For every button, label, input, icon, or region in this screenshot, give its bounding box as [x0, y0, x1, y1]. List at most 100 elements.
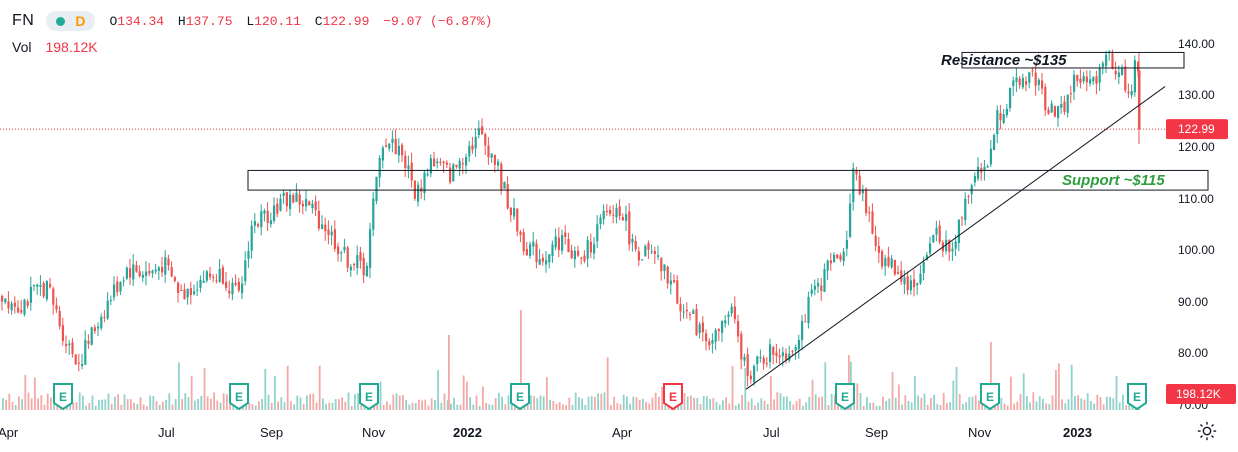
volume-bar	[437, 369, 439, 410]
candle-body	[244, 260, 247, 282]
volume-bar	[162, 401, 164, 410]
volume-bar	[466, 381, 468, 410]
candle-body	[602, 210, 605, 220]
candle-body	[77, 362, 80, 364]
candle-body	[538, 259, 541, 265]
earnings-marker-icon[interactable]: E	[1127, 383, 1147, 411]
earnings-marker-shape	[229, 383, 249, 411]
support-label: Support ~$115	[1062, 172, 1165, 189]
candle-body	[810, 289, 813, 294]
volume-bar	[712, 398, 715, 410]
candle-body	[7, 301, 10, 309]
earnings-marker-icon[interactable]: E	[229, 383, 249, 411]
candle-body	[157, 267, 160, 271]
last-price-label: 122.99	[1178, 122, 1215, 136]
earnings-marker-shape	[359, 383, 379, 411]
volume-bar	[888, 398, 891, 410]
candle-body	[433, 158, 436, 167]
candle-body	[737, 321, 740, 337]
candle-body	[842, 251, 845, 262]
candle-body	[967, 195, 970, 197]
candle-body	[17, 307, 20, 313]
candle-body	[570, 250, 573, 258]
volume-bar	[261, 399, 263, 410]
candle-body	[1089, 79, 1092, 84]
symbol-name[interactable]: FN	[12, 12, 35, 29]
volume-bar	[213, 392, 215, 410]
x-axis-tick-label: Nov	[362, 425, 386, 440]
candle-body	[109, 300, 112, 302]
candle-body	[506, 184, 509, 209]
candle-body	[714, 330, 717, 342]
earnings-marker-icon[interactable]: E	[980, 383, 1000, 411]
candle-body	[247, 250, 250, 259]
earnings-marker-icon[interactable]: E	[359, 383, 379, 411]
volume-bar	[494, 398, 497, 410]
volume-bar	[971, 396, 974, 410]
settings-gear-icon[interactable]	[1196, 420, 1218, 442]
candle-body	[1130, 90, 1133, 96]
volume-bar	[920, 397, 923, 410]
ohlc-values: O134.34 H137.75 L120.11 C122.99 −9.07 (−…	[109, 14, 498, 29]
candle-body	[13, 302, 16, 307]
candle-body	[628, 211, 631, 245]
candle-body	[474, 136, 477, 149]
volume-bar	[933, 394, 935, 410]
candle-body	[983, 166, 986, 171]
candle-body	[535, 243, 538, 263]
earnings-marker-icon[interactable]: E	[835, 383, 855, 411]
candle-body	[148, 270, 151, 274]
y-axis-tick-label: 110.00	[1178, 192, 1214, 206]
candle-body	[1021, 77, 1024, 88]
candle-body	[324, 224, 327, 232]
volume-bar	[946, 403, 948, 410]
candle-body	[820, 285, 823, 292]
candle-body	[68, 343, 71, 346]
volume-bar	[88, 402, 91, 410]
candle-body	[23, 299, 26, 315]
volume-bar	[875, 405, 878, 410]
support-zone	[247, 169, 1209, 191]
candle-body	[641, 259, 644, 261]
earnings-marker-icon[interactable]: E	[53, 383, 73, 411]
candle-body	[253, 221, 256, 226]
volume-bar	[821, 396, 823, 410]
candle-body	[1082, 75, 1085, 82]
candle-body	[410, 162, 413, 181]
volume-bar	[478, 405, 481, 410]
volume-bar	[408, 404, 411, 410]
candle-body	[333, 229, 336, 249]
earnings-marker-icon[interactable]: E	[663, 383, 683, 411]
x-axis-tick-label: Sep	[865, 425, 888, 440]
candle-body	[1114, 70, 1117, 75]
candle-body	[209, 273, 212, 278]
volume-bar	[1042, 398, 1044, 410]
volume-bar	[1125, 405, 1127, 410]
candle-body	[730, 306, 733, 314]
volume-bar	[5, 399, 7, 410]
candle-body	[999, 113, 1002, 121]
candle-body	[1073, 74, 1076, 92]
candle-body	[359, 252, 362, 261]
volume-bar	[398, 395, 401, 410]
volume-bar	[642, 398, 644, 410]
candle-body	[1076, 74, 1079, 81]
candle-body	[407, 165, 410, 169]
volume-bar	[898, 384, 900, 410]
candle-body	[122, 280, 125, 282]
volume-bar	[818, 397, 820, 410]
volume-bar	[1055, 370, 1057, 410]
status-pill[interactable]: D	[46, 11, 96, 31]
candle-body	[161, 266, 164, 273]
volume-bar	[549, 399, 551, 410]
candle-body	[765, 363, 768, 365]
candle-body	[817, 283, 820, 287]
volume-bar	[754, 405, 756, 410]
volume-bar	[123, 394, 126, 410]
earnings-marker-icon[interactable]: E	[510, 383, 530, 411]
candle-body	[426, 174, 429, 176]
volume-bar	[610, 405, 612, 410]
candle-body	[631, 238, 634, 243]
volume-bar	[120, 404, 123, 410]
